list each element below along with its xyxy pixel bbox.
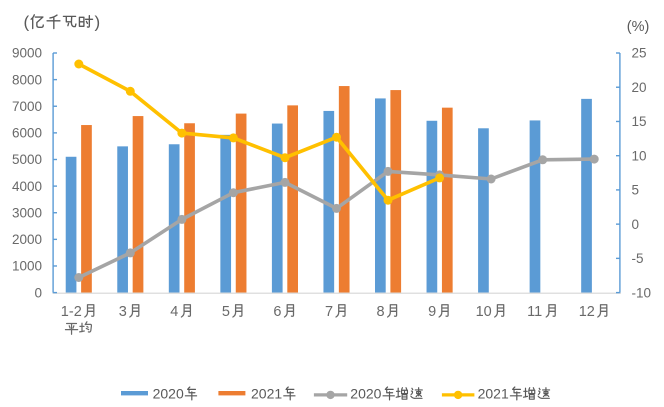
svg-text:25: 25 bbox=[632, 46, 647, 61]
svg-text:10: 10 bbox=[632, 148, 647, 163]
svg-text:10: 10 bbox=[476, 304, 492, 320]
svg-text:-5: -5 bbox=[632, 251, 644, 266]
svg-text:8: 8 bbox=[377, 304, 385, 320]
svg-text:1-2: 1-2 bbox=[61, 304, 82, 320]
svg-text:4: 4 bbox=[170, 304, 178, 320]
svg-text:3000: 3000 bbox=[12, 205, 42, 220]
svg-text:8000: 8000 bbox=[12, 72, 42, 87]
svg-text:9: 9 bbox=[428, 304, 436, 320]
svg-text:9000: 9000 bbox=[12, 46, 42, 61]
svg-text:11: 11 bbox=[527, 304, 542, 320]
svg-text:0: 0 bbox=[632, 217, 640, 232]
svg-text:2021: 2021 bbox=[478, 386, 509, 402]
svg-text:5: 5 bbox=[632, 183, 640, 198]
svg-text:(%): (%) bbox=[627, 19, 650, 35]
svg-text:3: 3 bbox=[119, 304, 127, 320]
svg-text:1000: 1000 bbox=[12, 259, 42, 274]
svg-text:5000: 5000 bbox=[12, 152, 42, 167]
svg-text:2020: 2020 bbox=[350, 386, 381, 402]
svg-text:6000: 6000 bbox=[12, 126, 42, 141]
svg-text:4000: 4000 bbox=[12, 179, 42, 194]
svg-text:-10: -10 bbox=[632, 285, 652, 300]
svg-text:15: 15 bbox=[632, 114, 647, 129]
svg-text:): ) bbox=[95, 13, 101, 32]
svg-text:7: 7 bbox=[325, 304, 333, 320]
svg-text:0: 0 bbox=[34, 285, 42, 300]
svg-text:2020: 2020 bbox=[153, 386, 184, 402]
svg-text:2000: 2000 bbox=[12, 232, 42, 247]
svg-text:6: 6 bbox=[273, 304, 281, 320]
svg-text:20: 20 bbox=[632, 80, 647, 95]
svg-text:12: 12 bbox=[579, 304, 595, 320]
svg-text:7000: 7000 bbox=[12, 99, 42, 114]
svg-text:5: 5 bbox=[222, 304, 230, 320]
svg-text:(: ( bbox=[24, 13, 30, 32]
svg-text:2021: 2021 bbox=[251, 386, 282, 402]
